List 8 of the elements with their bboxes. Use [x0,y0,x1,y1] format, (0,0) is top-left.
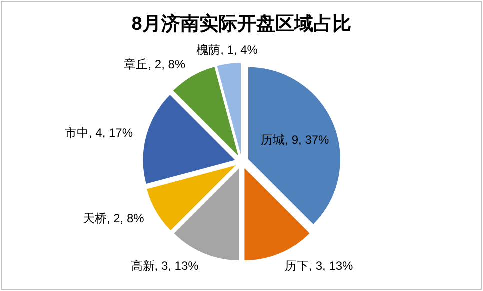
slice-label: 章丘, 2, 8% [124,57,186,72]
slice-label: 历城, 9, 37% [261,132,330,147]
slice-label: 高新, 3, 13% [130,259,200,274]
slice-label: 天桥, 2, 8% [82,211,145,226]
slice-label: 历下, 3, 13% [285,259,354,274]
slice-label: 市中, 4, 17% [65,126,134,140]
slice-label: 槐荫, 1, 4% [196,43,258,58]
chart-title: 8月济南实际开盘区域占比 [132,13,352,35]
